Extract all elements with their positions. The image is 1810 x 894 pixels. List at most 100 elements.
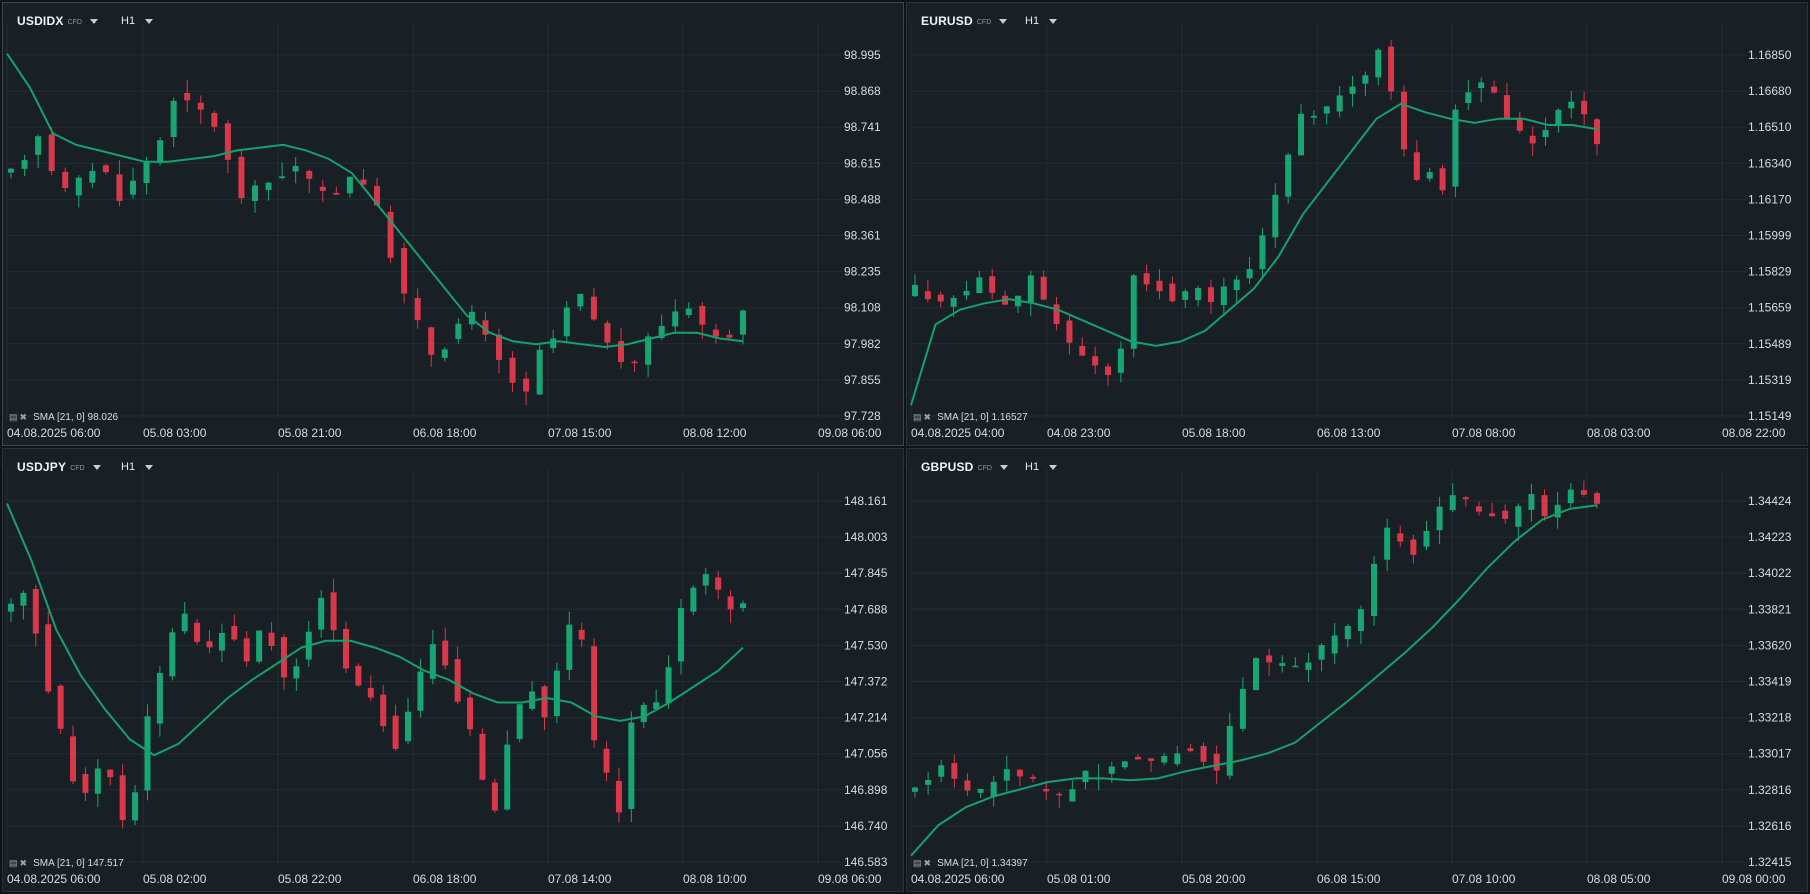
candle-body — [8, 168, 14, 173]
price-chart[interactable]: 1.16850 1.16680 1.16510 1.16340 1.16170 1.159… — [907, 3, 1807, 445]
close-icon[interactable]: ✖ — [923, 858, 932, 868]
symbol-selector[interactable]: USDIDX CFD — [17, 12, 98, 30]
candle-body — [467, 697, 474, 730]
candle — [380, 684, 387, 733]
candle — [75, 174, 82, 208]
timeframe-selector[interactable]: H1 — [121, 12, 154, 30]
candle-body — [615, 780, 622, 813]
timeframe-selector[interactable]: H1 — [1025, 458, 1058, 476]
candle — [306, 169, 313, 194]
candle-body — [1246, 269, 1253, 279]
symbol-name[interactable]: USDIDX — [17, 14, 64, 28]
symbol-name[interactable]: EURUSD — [921, 14, 973, 28]
chevron-down-icon[interactable] — [999, 18, 1008, 24]
panel-eurusd[interactable]: 1.16850 1.16680 1.16510 1.16340 1.16170 1.159… — [906, 2, 1808, 446]
x-tick-label: 05.08 18:00 — [1182, 426, 1246, 440]
price-chart[interactable]: 1.34424 1.34223 1.34022 1.33821 1.33620 1.334… — [907, 449, 1807, 891]
chart-settings-icon[interactable]: ▤ — [9, 412, 18, 422]
candle-body — [951, 763, 958, 779]
candle-body — [1516, 117, 1523, 131]
candle — [977, 788, 984, 799]
panel-gbpusd[interactable]: 1.34424 1.34223 1.34022 1.33821 1.33620 1.334… — [906, 448, 1808, 892]
symbol-name[interactable]: USDJPY — [17, 460, 67, 474]
candle-body — [268, 632, 275, 646]
candle-body — [62, 171, 69, 188]
candle-body — [1528, 494, 1535, 510]
chart-settings-icon[interactable]: ▤ — [9, 858, 18, 868]
candle — [1567, 483, 1574, 507]
candle — [429, 629, 436, 685]
candle-body — [1305, 662, 1312, 670]
panel-usdidx[interactable]: 98.995 98.868 98.741 98.615 98.488 98.361 98.2… — [2, 2, 904, 446]
candle — [1349, 75, 1356, 107]
candle-body — [1117, 348, 1124, 373]
candle-body — [715, 577, 722, 590]
candle-body — [727, 596, 734, 610]
candle — [57, 684, 64, 734]
y-tick-label: 98.488 — [844, 192, 881, 206]
candle — [618, 327, 624, 369]
candle-body — [1298, 113, 1305, 156]
chevron-down-icon[interactable] — [92, 464, 101, 470]
chevron-down-icon[interactable] — [145, 18, 154, 24]
candle — [1413, 140, 1420, 182]
y-tick-label: 1.32616 — [1748, 819, 1792, 833]
candle — [591, 637, 598, 748]
instrument-type-tag: CFD — [976, 18, 992, 26]
y-tick-label: 1.16510 — [1748, 120, 1792, 134]
y-tick-label: 148.003 — [844, 530, 888, 544]
timeframe-selector[interactable]: H1 — [121, 458, 154, 476]
chevron-down-icon[interactable] — [1049, 18, 1058, 24]
candle-body — [75, 177, 82, 196]
y-tick-label: 98.235 — [844, 265, 881, 279]
candle — [184, 80, 191, 113]
x-tick-label: 08.08 10:00 — [683, 872, 747, 886]
candle-body — [1362, 75, 1369, 84]
candle-body — [1436, 506, 1443, 531]
candle — [256, 630, 263, 664]
candle — [70, 725, 77, 785]
x-tick-label: 06.08 13:00 — [1317, 426, 1381, 440]
candle — [268, 621, 275, 651]
price-chart[interactable]: 98.995 98.868 98.741 98.615 98.488 98.361 98.2… — [3, 3, 903, 445]
candle — [62, 167, 69, 193]
candle — [144, 704, 151, 801]
chevron-down-icon[interactable] — [1049, 464, 1058, 470]
symbol-selector[interactable]: EURUSD CFD — [921, 12, 1008, 30]
chevron-down-icon[interactable] — [89, 18, 98, 24]
chevron-down-icon[interactable] — [999, 464, 1008, 470]
close-icon[interactable]: ✖ — [19, 412, 28, 422]
candle-body — [1130, 275, 1137, 349]
candle-body — [1030, 776, 1037, 779]
candle-body — [1541, 495, 1548, 517]
candle-body — [1105, 366, 1112, 375]
candle-body — [119, 775, 126, 821]
close-icon[interactable]: ✖ — [923, 412, 932, 422]
candle-body — [293, 666, 300, 679]
chart-settings-icon[interactable]: ▤ — [913, 858, 922, 868]
chart-settings-icon[interactable]: ▤ — [913, 412, 922, 422]
candle-body — [1253, 658, 1259, 691]
candle — [1207, 279, 1214, 315]
symbol-selector[interactable]: GBPUSD CFD — [921, 458, 1008, 476]
candle-body — [1016, 769, 1023, 777]
chevron-down-icon[interactable] — [145, 464, 154, 470]
candle-body — [1182, 291, 1189, 300]
candle — [1336, 86, 1343, 118]
x-tick-label: 06.08 18:00 — [413, 426, 477, 440]
symbol-name[interactable]: GBPUSD — [921, 460, 974, 474]
candle — [1016, 769, 1023, 787]
candle-body — [566, 624, 573, 670]
symbol-selector[interactable]: USDJPY CFD — [17, 458, 101, 476]
close-icon[interactable]: ✖ — [19, 858, 28, 868]
panel-usdjpy[interactable]: 148.161 148.003 147.845 147.688 147.530 147.3… — [2, 448, 904, 892]
timeframe-selector[interactable]: H1 — [1025, 12, 1058, 30]
timeframe-label: H1 — [1025, 15, 1040, 27]
candle — [937, 291, 944, 308]
candle — [1298, 104, 1305, 156]
candle-body — [1233, 279, 1240, 291]
price-chart[interactable]: 148.161 148.003 147.845 147.688 147.530 147.3… — [3, 449, 903, 891]
candle-body — [591, 646, 598, 741]
candle-body — [536, 349, 543, 395]
candle-body — [1079, 345, 1086, 356]
